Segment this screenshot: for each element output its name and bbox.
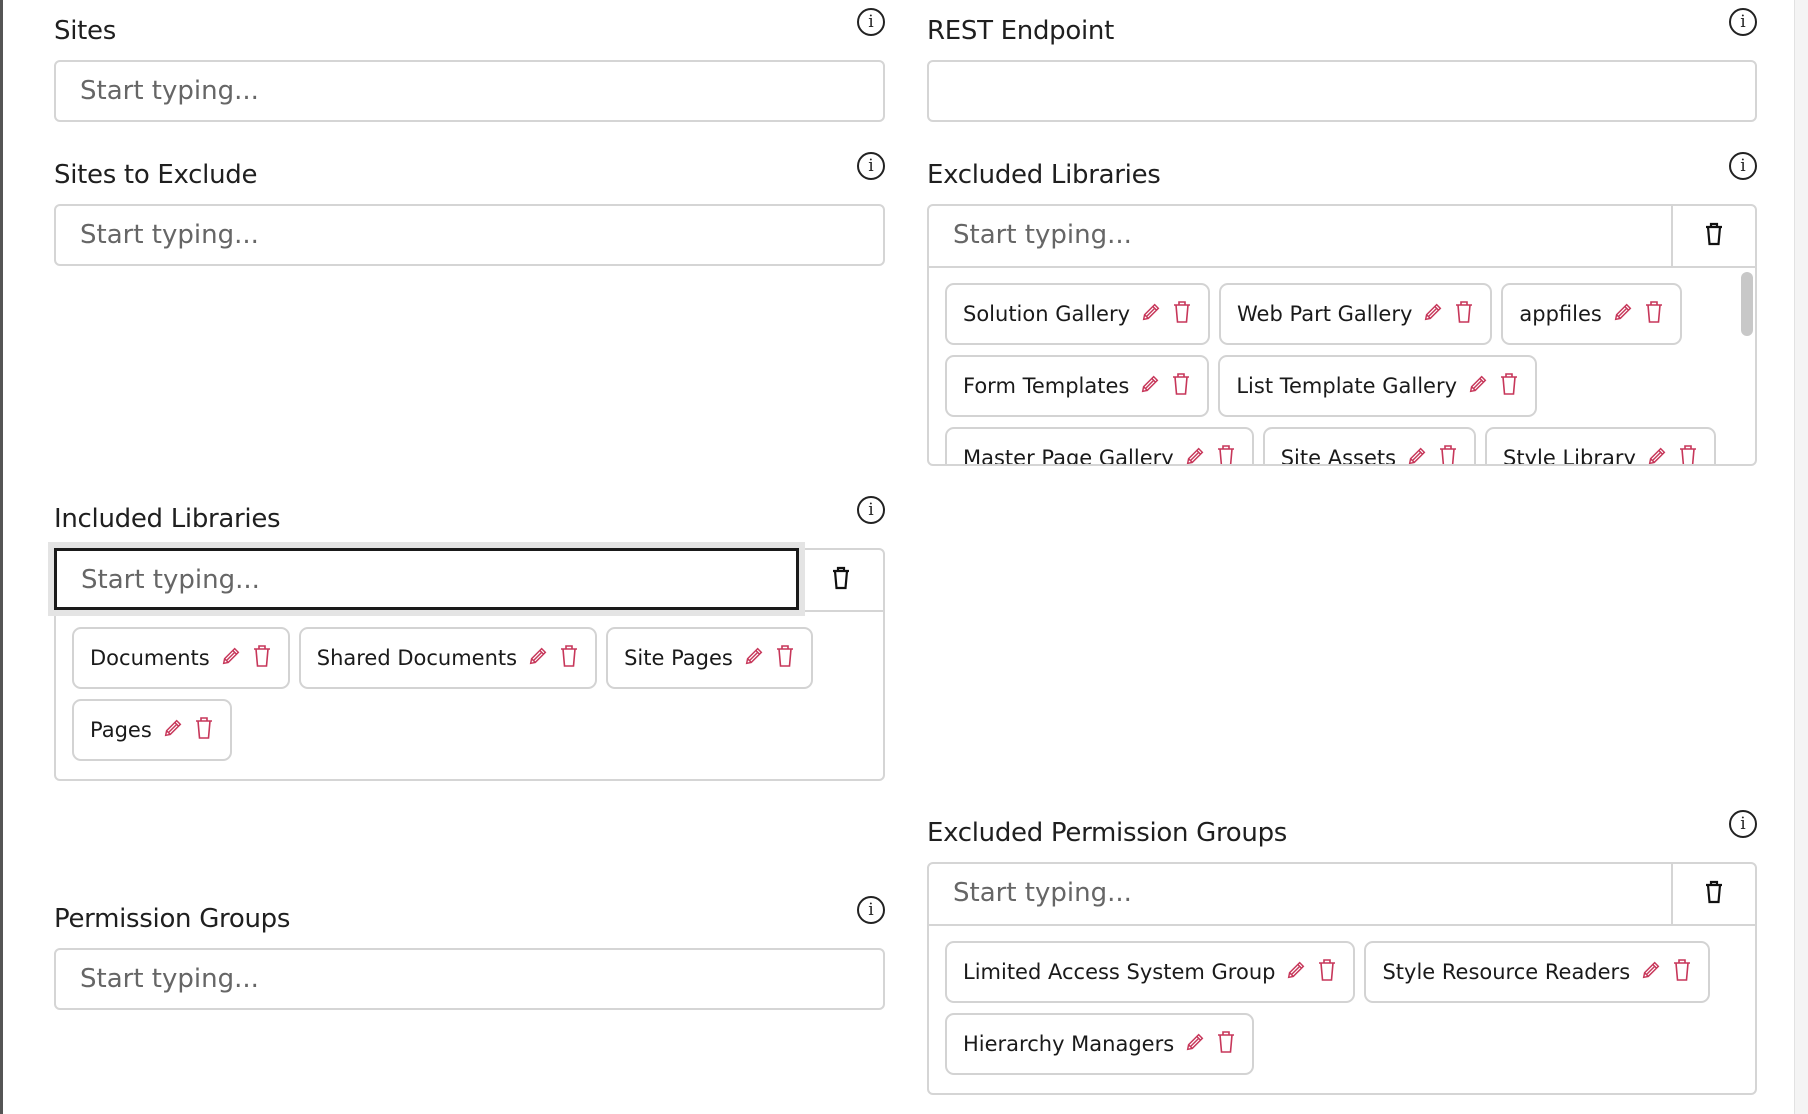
chip: Site Assets	[1262, 427, 1477, 466]
permission-groups-input[interactable]: Start typing...	[54, 948, 885, 1010]
sites-input[interactable]: Start typing...	[54, 60, 885, 122]
chip: Limited Access System Group	[945, 941, 1356, 1003]
pencil-icon[interactable]	[1285, 959, 1307, 986]
pencil-icon[interactable]	[1612, 301, 1634, 328]
chip: List Template Gallery	[1218, 355, 1538, 417]
chip: Shared Documents	[298, 627, 598, 689]
excluded-permission-groups-label: Excluded Permission Groups	[927, 818, 1288, 848]
trash-icon	[1704, 880, 1724, 908]
info-circle-icon[interactable]: i	[857, 896, 885, 924]
pencil-icon[interactable]	[1184, 1031, 1206, 1058]
excluded-libraries-input[interactable]: Start typing...	[953, 220, 1132, 250]
info-circle-icon[interactable]: i	[1729, 8, 1757, 36]
chip: Master Page Gallery	[945, 427, 1254, 466]
trash-icon[interactable]	[1172, 300, 1192, 329]
chip-label: Pages	[90, 718, 152, 742]
rest-endpoint-label: REST Endpoint	[927, 16, 1114, 46]
chip: appfiles	[1501, 283, 1682, 345]
clear-all-button[interactable]	[799, 550, 883, 610]
chip-label: Documents	[90, 646, 210, 670]
chip-label: Limited Access System Group	[963, 960, 1276, 984]
included-libraries-box: Start typing... Documents Shared Document…	[54, 548, 885, 781]
trash-icon[interactable]	[1317, 958, 1337, 987]
pencil-icon[interactable]	[1422, 301, 1444, 328]
included-libraries-label: Included Libraries	[54, 504, 281, 534]
chip: Site Pages	[606, 627, 813, 689]
pencil-icon[interactable]	[1640, 959, 1662, 986]
info-circle-icon[interactable]: i	[857, 152, 885, 180]
pencil-icon[interactable]	[1646, 445, 1668, 465]
trash-icon	[1704, 222, 1724, 250]
pencil-icon[interactable]	[1184, 445, 1206, 465]
chip-label: Site Assets	[1280, 446, 1397, 466]
info-circle-icon[interactable]: i	[1729, 810, 1757, 838]
chip: Form Templates	[945, 355, 1210, 417]
page-scrollbar[interactable]	[1794, 0, 1808, 1114]
chip-label: Shared Documents	[316, 646, 518, 670]
chip-label: Solution Gallery	[963, 302, 1131, 326]
chip-label: appfiles	[1519, 302, 1602, 326]
trash-icon[interactable]	[1678, 444, 1698, 464]
permission-groups-label: Permission Groups	[54, 904, 291, 934]
chip: Web Part Gallery	[1219, 283, 1493, 345]
chip-label: Hierarchy Managers	[963, 1032, 1175, 1056]
chip-list: Documents Shared Documents Site Pages Pages	[56, 612, 883, 776]
info-circle-icon[interactable]: i	[1729, 152, 1757, 180]
pencil-icon[interactable]	[220, 645, 242, 672]
chip-label: List Template Gallery	[1236, 374, 1458, 398]
rest-endpoint-input[interactable]	[927, 60, 1757, 122]
pencil-icon[interactable]	[743, 645, 765, 672]
excluded-permission-groups-input[interactable]: Start typing...	[953, 878, 1132, 908]
trash-icon[interactable]	[1216, 444, 1236, 464]
trash-icon[interactable]	[559, 644, 579, 673]
included-libraries-input[interactable]: Start typing...	[54, 548, 799, 610]
chip-list: Limited Access System Group Style Resourc…	[929, 926, 1755, 1090]
chip: Style Library	[1485, 427, 1716, 466]
sites-to-exclude-label: Sites to Exclude	[54, 160, 258, 190]
sites-label: Sites	[54, 16, 116, 46]
excluded-permission-groups-box: Start typing... Limited Access System Gr…	[927, 862, 1757, 1095]
trash-icon[interactable]	[1499, 372, 1519, 401]
chip: Solution Gallery	[945, 283, 1211, 345]
trash-icon[interactable]	[1644, 300, 1664, 329]
excluded-libraries-label: Excluded Libraries	[927, 160, 1161, 190]
chip: Style Resource Readers	[1364, 941, 1711, 1003]
pencil-icon[interactable]	[1139, 373, 1161, 400]
trash-icon[interactable]	[252, 644, 272, 673]
trash-icon[interactable]	[194, 716, 214, 745]
chips-scrollbar[interactable]	[1741, 272, 1753, 336]
chip-label: Form Templates	[963, 374, 1130, 398]
sites-to-exclude-input[interactable]: Start typing...	[54, 204, 885, 266]
trash-icon[interactable]	[1454, 300, 1474, 329]
chip: Hierarchy Managers	[945, 1013, 1255, 1075]
trash-icon[interactable]	[1171, 372, 1191, 401]
chip-list: Solution Gallery Web Part Gallery appfiles…	[929, 268, 1755, 466]
info-circle-icon[interactable]: i	[857, 8, 885, 36]
info-circle-icon[interactable]: i	[857, 496, 885, 524]
chip-label: Web Part Gallery	[1237, 302, 1413, 326]
trash-icon[interactable]	[1438, 444, 1458, 464]
excluded-libraries-box: Start typing... Solution Gallery Web Part…	[927, 204, 1757, 466]
trash-icon	[831, 566, 851, 594]
chip-label: Site Pages	[624, 646, 733, 670]
trash-icon[interactable]	[775, 644, 795, 673]
pencil-icon[interactable]	[162, 717, 184, 744]
clear-all-button[interactable]	[1671, 864, 1755, 924]
chip-label: Style Library	[1503, 446, 1636, 466]
chip-label: Style Resource Readers	[1382, 960, 1631, 984]
pencil-icon[interactable]	[1140, 301, 1162, 328]
chip-label: Master Page Gallery	[963, 446, 1174, 466]
trash-icon[interactable]	[1216, 1030, 1236, 1059]
pencil-icon[interactable]	[1467, 373, 1489, 400]
pencil-icon[interactable]	[527, 645, 549, 672]
chip: Pages	[72, 699, 232, 761]
chip: Documents	[72, 627, 290, 689]
clear-all-button[interactable]	[1671, 206, 1755, 266]
trash-icon[interactable]	[1672, 958, 1692, 987]
pencil-icon[interactable]	[1406, 445, 1428, 465]
